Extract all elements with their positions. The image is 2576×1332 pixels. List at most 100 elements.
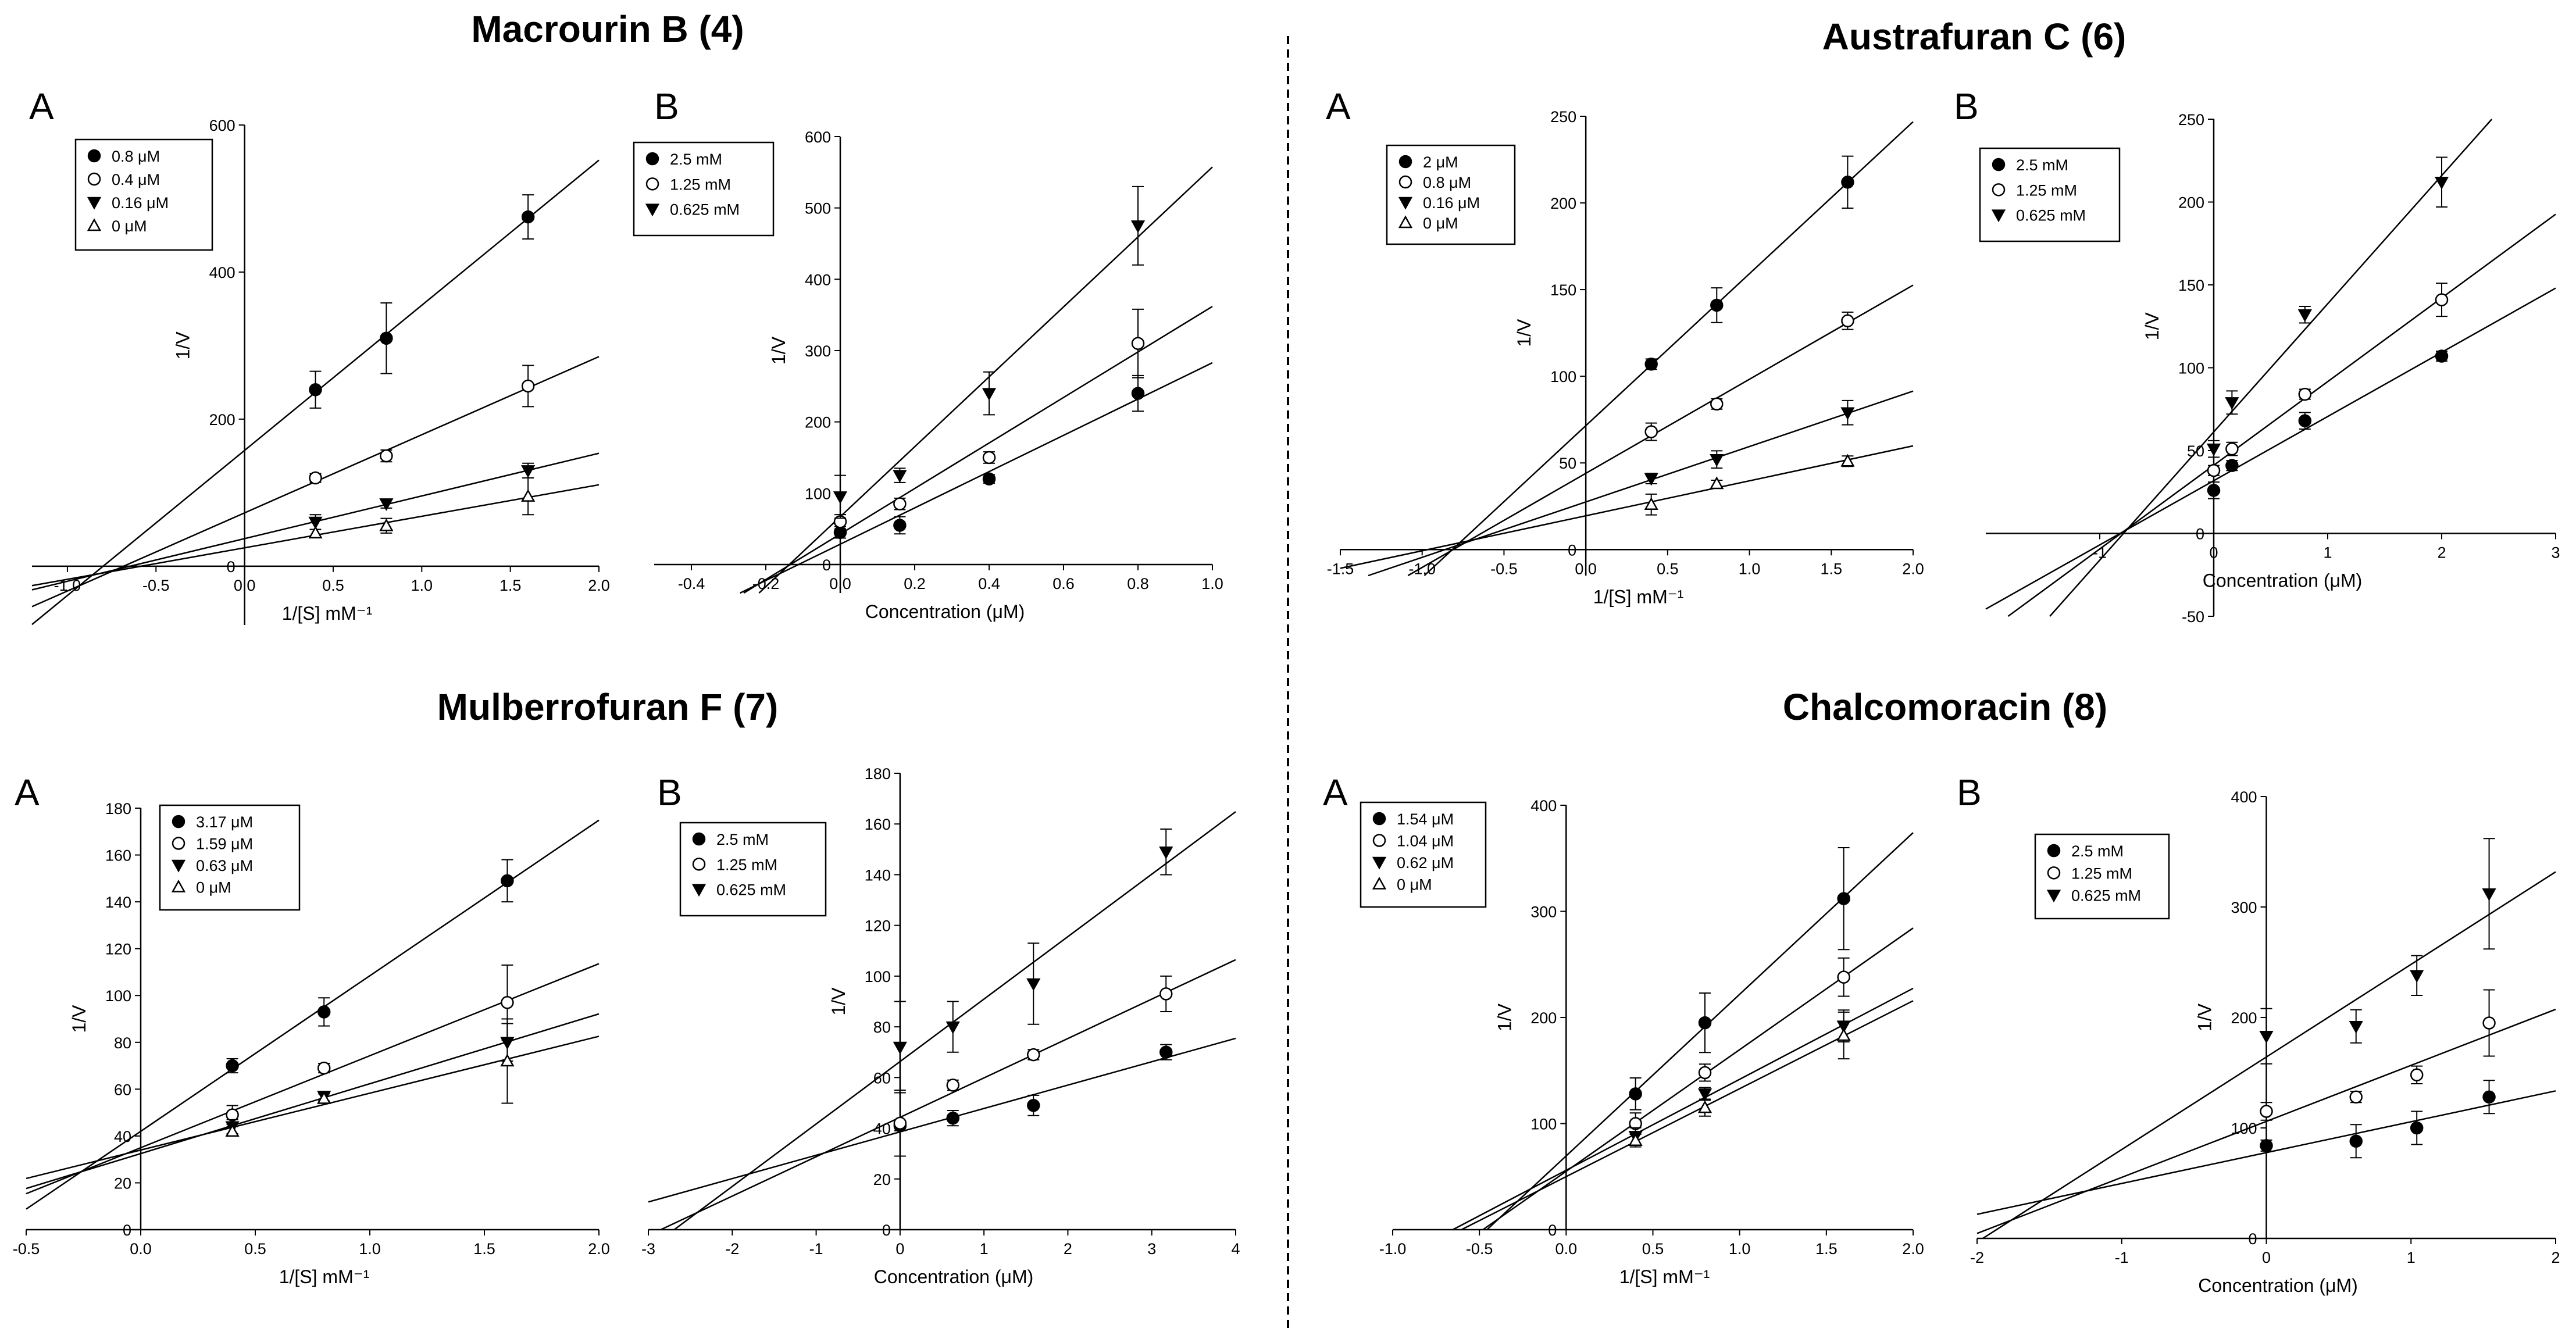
- legend-marker-1: [1372, 834, 1386, 847]
- point-2-2: [521, 465, 536, 478]
- point-1-2: [982, 451, 996, 465]
- legend-label-0: 2.5 mM: [2071, 842, 2124, 860]
- point-1-0: [1644, 425, 1658, 438]
- y-axis-label: 1/V: [828, 987, 849, 1016]
- y-tick-label: 180: [105, 800, 131, 817]
- legend-marker-2: [1991, 209, 2006, 223]
- point-1-0: [309, 471, 322, 485]
- legend-box: [1979, 147, 2121, 242]
- point-1-3: [2435, 293, 2449, 306]
- point-1-0: [226, 1108, 239, 1122]
- y-axis-label: 1/V: [2195, 1003, 2215, 1031]
- y-tick-label: 100: [1550, 368, 1576, 385]
- point-2-1: [2349, 1020, 2363, 1034]
- fit-line-3: [1340, 445, 1914, 569]
- point-1-0: [893, 1116, 907, 1130]
- legend-marker-0: [2047, 844, 2061, 858]
- title-macrourin-b: Macrourin B (4): [471, 8, 744, 50]
- point-1-1: [317, 1061, 331, 1075]
- y-tick-label: 40: [114, 1128, 131, 1145]
- x-tick-label: -2: [725, 1240, 739, 1258]
- point-0-1: [946, 1111, 960, 1125]
- y-tick-label: 100: [105, 987, 131, 1005]
- legend-marker-0: [172, 815, 185, 829]
- point-0-0: [309, 383, 322, 397]
- y-tick-label: 80: [114, 1034, 131, 1052]
- point-0-0: [2207, 484, 2221, 497]
- panel-6: A -1.0 -0.5 0.0 0.5 1.0 1.5 2.0 0 100 200 300 400 1/[…: [1323, 772, 1924, 1287]
- legend-marker-0: [87, 149, 101, 163]
- y-tick-label: 400: [209, 264, 236, 281]
- legend-label-2: 0.625 mM: [670, 201, 740, 219]
- point-0-1: [2225, 459, 2239, 472]
- point-2-2: [1026, 978, 1041, 991]
- point-0-2: [1027, 1099, 1040, 1112]
- y-tick-label: 250: [1550, 108, 1576, 126]
- y-tick-label: 200: [1530, 1009, 1557, 1027]
- point-2-0: [2206, 443, 2221, 456]
- point-0-1: [380, 331, 393, 345]
- point-0-2: [521, 210, 535, 224]
- legend-label-3: 0 μM: [1423, 215, 1458, 232]
- y-tick-label: 80: [873, 1019, 891, 1036]
- y-tick-label: 0: [2248, 1230, 2257, 1248]
- point-3-1: [317, 1091, 331, 1104]
- y-tick-label: 60: [114, 1081, 131, 1098]
- legend-marker-1: [1398, 175, 1412, 189]
- point-1-1: [2225, 442, 2239, 456]
- point-3-2: [500, 1054, 515, 1067]
- x-tick-label: 3: [1147, 1240, 1156, 1258]
- x-tick-label: 1.5: [473, 1240, 495, 1258]
- x-axis-label: Concentration (μM): [865, 601, 1025, 622]
- x-tick-label: -1.5: [1327, 560, 1354, 577]
- x-tick-label: 1.0: [1201, 575, 1223, 592]
- point-2-1: [1697, 1088, 1712, 1101]
- x-tick-label: -2: [1970, 1249, 1984, 1266]
- x-tick-label: 0.2: [904, 575, 926, 592]
- point-1-0: [2207, 463, 2221, 477]
- point-3-0: [308, 526, 323, 539]
- legend-label-2: 0.625 mM: [2016, 207, 2086, 224]
- legend-marker-1: [2047, 866, 2061, 880]
- point-0-2: [2410, 1121, 2424, 1135]
- point-2-3: [2434, 177, 2449, 190]
- point-3-1: [379, 518, 394, 531]
- y-tick-label: 300: [1530, 904, 1557, 921]
- y-tick-label: 160: [865, 816, 891, 833]
- fit-line-2: [1452, 987, 1914, 1231]
- x-axis-label: 1/[S] mM⁻¹: [282, 603, 373, 624]
- legend-marker-0: [1992, 158, 2006, 172]
- legend-marker-2: [691, 884, 707, 897]
- x-tick-label: 1.5: [499, 577, 522, 594]
- x-tick-label: 1.0: [411, 577, 433, 594]
- x-tick-label: 2.0: [1902, 1240, 1924, 1258]
- point-0-2: [1837, 892, 1850, 905]
- x-tick-label: 0.5: [1657, 560, 1679, 577]
- y-tick-label: 20: [873, 1171, 891, 1188]
- y-tick-label: 100: [2231, 1120, 2257, 1137]
- point-1-3: [2482, 1016, 2496, 1030]
- point-1-1: [380, 449, 393, 463]
- x-axis-label: 1/[S] mM⁻¹: [1593, 586, 1684, 607]
- y-tick-label: 180: [865, 765, 891, 783]
- point-0-1: [1710, 298, 1724, 312]
- point-3-1: [1697, 1100, 1712, 1113]
- point-3-2: [1840, 453, 1855, 467]
- x-tick-label: 1: [980, 1240, 989, 1258]
- y-tick-label: 120: [105, 941, 131, 958]
- fit-line-3: [26, 1035, 600, 1180]
- point-3-0: [1644, 497, 1658, 510]
- legend-marker-2: [87, 197, 102, 210]
- y-tick-label: 400: [805, 271, 831, 288]
- legend-marker-0: [645, 152, 659, 166]
- point-1-2: [1837, 970, 1850, 984]
- x-tick-label: 1.0: [1739, 560, 1761, 577]
- point-3-0: [1628, 1133, 1643, 1146]
- point-2-0: [1644, 473, 1658, 486]
- point-1-1: [2349, 1090, 2363, 1104]
- y-tick-label: 150: [1550, 281, 1576, 299]
- x-tick-label: 1.0: [1729, 1240, 1751, 1258]
- point-0-2: [1841, 176, 1854, 189]
- title-austrafuran-c: Austrafuran C (6): [1822, 16, 2127, 58]
